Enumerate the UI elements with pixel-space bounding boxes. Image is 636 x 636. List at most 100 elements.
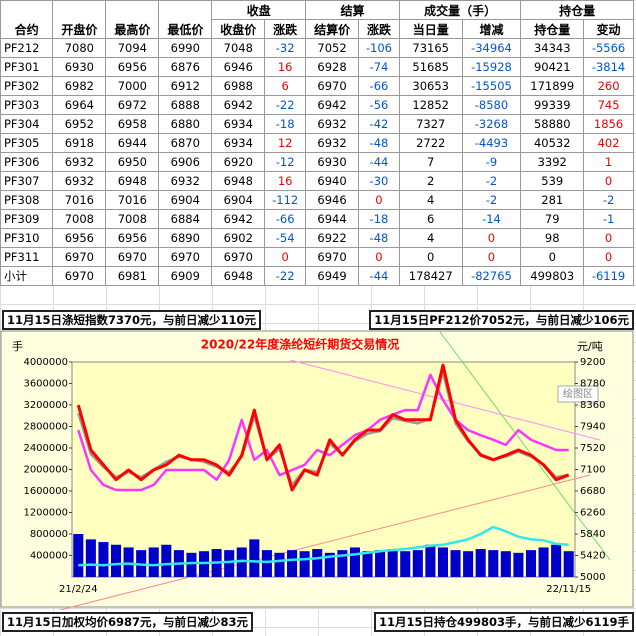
bar: [324, 552, 335, 577]
table-cell: -30: [358, 171, 400, 191]
table-cell: 6932: [305, 133, 360, 153]
table-cell: -1: [583, 209, 634, 229]
table-cell: 12: [264, 133, 307, 153]
table-row: 小计 6970 6981 6909 6948 -22 6949 -44 178427 -82765…: [0, 266, 634, 286]
y-tick-label: 1600000: [23, 486, 68, 497]
table-cell: 7008: [52, 209, 107, 229]
column-header: 最低价: [158, 0, 213, 39]
table-cell: 6952: [52, 114, 107, 134]
table-cell: -3268: [461, 114, 522, 134]
table-cell: -8580: [461, 95, 522, 115]
bar: [412, 550, 423, 577]
table-cell: 745: [583, 95, 634, 115]
bar: [123, 547, 134, 577]
table-cell: 6970: [305, 247, 360, 267]
table-cell: -66: [264, 209, 307, 229]
table-row: PF307 6932 6948 6932 6948 16 6940 -30 2 -2 539 0: [0, 171, 634, 191]
table-row: PF306 6932 6950 6906 6920 -12 6930 -44 7 -9 3392 1: [0, 152, 634, 172]
table-cell: 6990: [158, 38, 213, 58]
bar: [463, 551, 474, 577]
table-cell: 0: [583, 171, 634, 191]
table-cell: 1856: [583, 114, 634, 134]
table-cell: 6942: [305, 95, 360, 115]
y2-tick-label: 8780: [580, 379, 605, 390]
column-header: 合约: [0, 0, 54, 39]
table-cell: 0: [398, 247, 463, 267]
table-cell: 499803: [520, 266, 585, 286]
bar: [312, 549, 323, 577]
table-cell: 7327: [398, 114, 463, 134]
table-cell: -22: [264, 266, 307, 286]
column-header: 结算价: [305, 19, 360, 39]
table-cell: 4: [398, 190, 463, 210]
table-cell: 6940: [305, 171, 360, 191]
table-cell: 0: [461, 247, 522, 267]
table-cell: -18: [358, 209, 400, 229]
table-cell: -18: [264, 114, 307, 134]
bar: [249, 539, 260, 577]
table-cell: -12: [264, 152, 307, 172]
table-cell: -42: [358, 114, 400, 134]
trend-line: [59, 474, 591, 610]
column-header: 变动: [583, 19, 634, 39]
table-cell: PF310: [0, 228, 54, 248]
table-cell: 79: [520, 209, 585, 229]
column-header: 当日量: [398, 19, 463, 39]
column-header: 开盘价: [52, 0, 107, 39]
table-cell: -44: [358, 152, 400, 172]
y-tick-label: 3200000: [23, 400, 68, 411]
table-cell: 7008: [105, 209, 160, 229]
group-header: 持仓量: [520, 0, 634, 20]
table-cell: 0: [583, 228, 634, 248]
x-tick-label: 21/2/24: [59, 584, 98, 595]
column-header: 增减: [461, 19, 522, 39]
bar: [110, 544, 122, 577]
table-cell: 6912: [158, 76, 213, 96]
table-cell: 2: [398, 171, 463, 191]
table-cell: 6930: [305, 152, 360, 172]
note: 11月15日加权均价6987元，与前日减少83元: [2, 612, 254, 632]
table-cell: PF304: [0, 114, 54, 134]
bar: [236, 547, 247, 577]
y-tick-label: 1200000: [23, 508, 68, 519]
table-cell: PF302: [0, 76, 54, 96]
table-cell: 小计: [0, 266, 54, 286]
table-cell: 58880: [520, 114, 585, 134]
table-cell: 16: [264, 171, 307, 191]
table-cell: -2: [461, 171, 522, 191]
bar: [73, 534, 84, 577]
table-cell: 6956: [105, 228, 160, 248]
table-cell: 0: [358, 190, 400, 210]
y2-tick-label: 6680: [580, 486, 605, 497]
table-row: PF309 7008 7008 6884 6942 -66 6944 -18 6 -14 79 -1: [0, 209, 634, 229]
table-cell: 171899: [520, 76, 585, 96]
table-cell: 6970: [52, 247, 107, 267]
table-cell: 16: [264, 57, 307, 77]
table-cell: 34343: [520, 38, 585, 58]
y2-tick-label: 7100: [580, 465, 605, 476]
table-cell: 6876: [158, 57, 213, 77]
table-cell: 6: [264, 76, 307, 96]
table-cell: 6964: [52, 95, 107, 115]
note: 11月15日涤短指数7370元，与前日减少110元: [2, 310, 262, 330]
futures-table: 合约 开盘价 最高价 最低价 收盘 结算 成交量（手） 持仓量 收盘价 涨跌 结算价 涨跌 当日量 增减持…: [0, 0, 634, 286]
table-cell: 6981: [105, 266, 160, 286]
trend-line: [289, 359, 601, 441]
table-cell: -9: [461, 152, 522, 172]
table-row: PF304 6952 6958 6880 6934 -18 6932 -42 7327 -3268…: [0, 114, 634, 134]
table-cell: PF301: [0, 57, 54, 77]
bar: [387, 549, 398, 577]
table-cell: 12852: [398, 95, 463, 115]
table-cell: -74: [358, 57, 400, 77]
table-cell: -5566: [583, 38, 634, 58]
table-cell: PF305: [0, 133, 54, 153]
y2-tick-label: 5420: [580, 551, 605, 562]
table-cell: -15928: [461, 57, 522, 77]
table-cell: 6904: [211, 190, 266, 210]
table-cell: 40532: [520, 133, 585, 153]
table-cell: 6904: [158, 190, 213, 210]
table-cell: 2722: [398, 133, 463, 153]
table-cell: 6932: [158, 171, 213, 191]
table-cell: 6922: [305, 228, 360, 248]
tooltip: [557, 385, 599, 403]
